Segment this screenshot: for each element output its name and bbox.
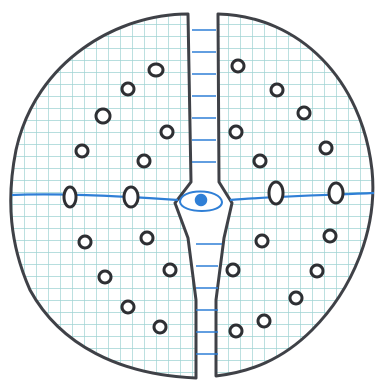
dots-layer — [62, 58, 345, 339]
left-dot — [152, 319, 168, 335]
gap-rungs — [192, 29, 222, 355]
left-dot — [139, 230, 155, 246]
axis-line-right — [229, 191, 375, 202]
right-dot — [225, 262, 241, 278]
left-dot — [122, 185, 140, 209]
right-dot — [267, 180, 285, 206]
right-dot — [228, 124, 244, 140]
right-dot — [318, 140, 334, 156]
horizontal-axis — [11, 191, 375, 202]
central-hub — [178, 190, 224, 212]
right-dot — [322, 228, 338, 244]
right-dot — [254, 233, 270, 249]
right-dot — [252, 153, 268, 169]
left-outline — [9, 12, 198, 380]
right-dot — [228, 323, 244, 339]
right-dot — [256, 313, 272, 329]
right-dot — [296, 105, 312, 121]
left-dot — [162, 262, 178, 278]
right-dot — [327, 181, 345, 205]
hub-center — [194, 193, 208, 207]
left-dot — [94, 107, 112, 125]
right-half — [214, 12, 375, 378]
left-dot — [62, 185, 78, 209]
right-outline — [214, 12, 375, 378]
left-half — [9, 12, 198, 380]
left-dot — [120, 81, 136, 97]
left-grid-fill — [10, 14, 196, 378]
right-dot — [288, 290, 304, 306]
left-dot — [77, 234, 93, 250]
right-grid-fill — [216, 14, 373, 376]
right-dot — [230, 58, 246, 74]
left-dot — [147, 62, 165, 78]
left-dot — [136, 153, 152, 169]
right-dot — [269, 82, 285, 98]
axis-line-left — [11, 193, 179, 202]
left-dot — [97, 269, 113, 285]
left-dot — [159, 124, 175, 140]
left-dot — [120, 299, 136, 315]
left-dot — [74, 143, 90, 159]
right-dot — [309, 263, 325, 279]
